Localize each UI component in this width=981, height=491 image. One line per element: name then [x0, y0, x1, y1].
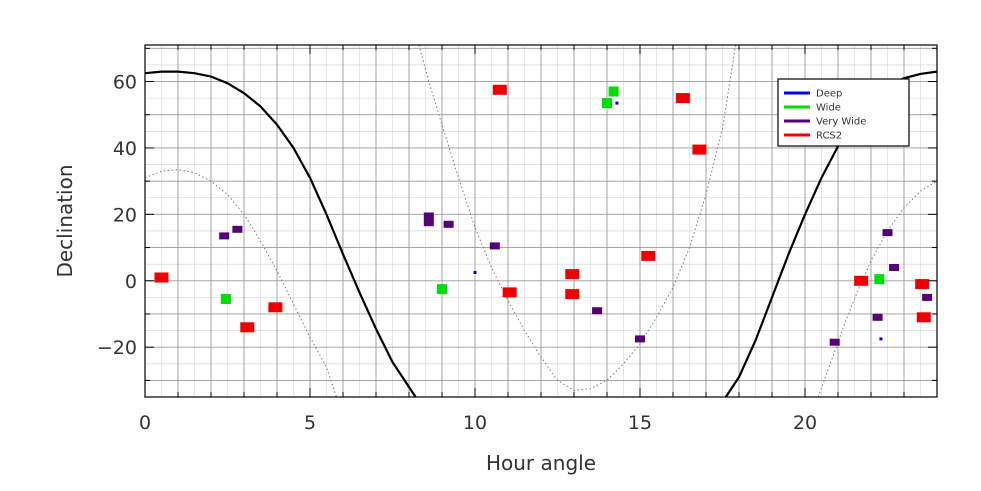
deep-patch — [473, 271, 477, 274]
very-wide-patch — [882, 229, 893, 237]
rcs2-patch — [565, 289, 580, 300]
x-tick-label: 0 — [139, 412, 151, 434]
legend-label: Deep — [816, 89, 842, 100]
very-wide-patch — [443, 220, 454, 228]
y-tick-label: −20 — [97, 337, 137, 359]
rcs2-patch — [675, 93, 690, 104]
rcs2-patch — [915, 279, 930, 290]
very-wide-patch — [232, 225, 243, 233]
y-tick-label: 0 — [125, 271, 137, 293]
very-wide-patch — [829, 338, 840, 346]
x-axis-title: Hour angle — [486, 451, 596, 475]
major-grid — [144, 45, 938, 397]
dotted-curve — [817, 180, 938, 398]
wide-patch — [437, 284, 447, 295]
y-tick-label: 40 — [113, 138, 137, 160]
very-wide-patch — [423, 212, 434, 220]
rcs2-patch — [641, 250, 656, 261]
deep-patch — [615, 101, 619, 105]
rcs2-patch — [692, 144, 707, 155]
legend-label: Very Wide — [816, 117, 866, 128]
rcs2-patch — [565, 269, 580, 280]
legend-label: Wide — [816, 103, 841, 114]
x-tick-label: 20 — [793, 412, 817, 434]
legend: Deep Wide Very Wide RCS2 — [777, 78, 910, 147]
x-tick-label: 5 — [304, 412, 316, 434]
horizon-curve — [144, 70, 417, 398]
very-wide-patch — [922, 293, 933, 301]
x-tick-labels: 0 5 10 15 20 — [139, 412, 817, 434]
very-wide-patch — [423, 219, 434, 227]
wide-patch — [220, 294, 231, 304]
rcs2-patch — [492, 84, 507, 95]
x-tick-label: 15 — [628, 412, 652, 434]
rcs2-patch — [154, 272, 169, 283]
very-wide-patch — [872, 313, 883, 321]
legend-label: RCS2 — [816, 131, 842, 142]
dotted-curve — [144, 168, 337, 398]
wide-patch — [602, 98, 612, 109]
y-axis-title: Declination — [53, 164, 77, 277]
very-wide-patch — [592, 307, 603, 315]
rcs2-patch — [916, 312, 931, 323]
wide-patch — [874, 274, 885, 285]
axis-ticks — [144, 45, 938, 397]
wide-patch — [608, 86, 619, 97]
deep-patch — [879, 337, 883, 341]
y-tick-label: 20 — [113, 204, 137, 226]
y-tick-labels: −20 0 20 40 60 — [97, 72, 137, 360]
rcs2-patch — [502, 287, 517, 298]
very-wide-patch — [889, 264, 900, 271]
rcs2-patch — [240, 322, 255, 333]
dotted-curve — [418, 44, 737, 391]
very-wide-patch — [635, 335, 645, 343]
data-patches — [154, 84, 933, 346]
y-tick-label: 60 — [113, 72, 137, 94]
rcs2-patch — [854, 275, 869, 286]
rcs2-patch — [268, 302, 283, 313]
very-wide-patch — [489, 242, 500, 250]
x-tick-label: 10 — [463, 412, 487, 434]
very-wide-patch — [219, 232, 230, 240]
